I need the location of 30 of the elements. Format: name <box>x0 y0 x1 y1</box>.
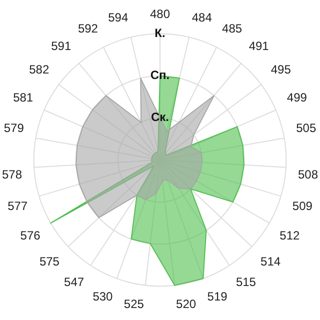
spoke-label: 499 <box>286 90 308 104</box>
spoke-label: 485 <box>222 22 242 36</box>
spoke-label: 509 <box>292 199 313 214</box>
spoke-label: 577 <box>8 199 28 214</box>
spoke-label: 582 <box>29 62 50 77</box>
spoke-label: 594 <box>108 10 128 25</box>
y-tick-label: Сп. <box>150 68 170 82</box>
spoke-label: 508 <box>298 168 318 182</box>
spoke-label: 592 <box>78 22 98 36</box>
spoke-label: 515 <box>236 274 256 289</box>
spoke-label: 578 <box>2 168 22 182</box>
spoke-label: 480 <box>150 6 170 21</box>
y-tick-label: Ск. <box>150 110 170 124</box>
spoke-label: 591 <box>51 39 72 54</box>
spoke-label: 581 <box>13 90 34 104</box>
spoke-label: 512 <box>280 228 300 243</box>
spoke-label: 514 <box>260 254 281 268</box>
spoke-label: 547 <box>64 274 84 289</box>
spoke-label: 530 <box>92 289 114 304</box>
spoke-label: 525 <box>124 296 144 311</box>
spoke-label: 579 <box>4 121 24 136</box>
spoke-label: 576 <box>20 228 41 243</box>
spoke-label: 495 <box>270 62 292 77</box>
spoke-label: 491 <box>248 39 270 54</box>
y-tick-label: К. <box>154 26 166 40</box>
spoke-label: 519 <box>207 289 228 304</box>
spoke-label: 575 <box>39 254 60 268</box>
spoke-label: 484 <box>192 10 212 25</box>
spoke-label: 505 <box>296 121 316 136</box>
spoke-label: 520 <box>176 296 196 311</box>
